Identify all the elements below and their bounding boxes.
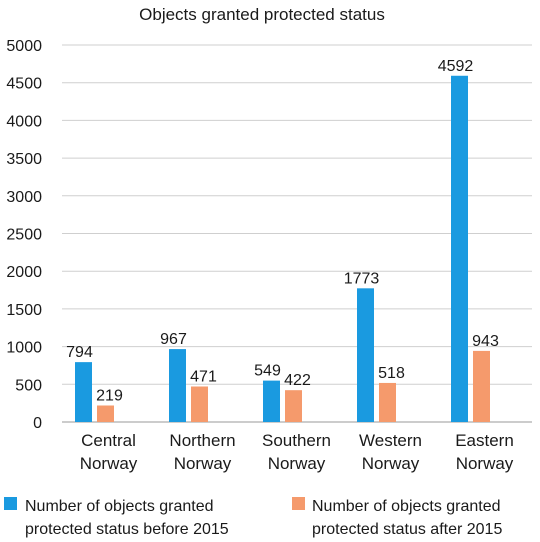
y-tick-label: 2500	[6, 227, 42, 244]
x-category-label: Central	[81, 431, 136, 450]
y-tick-label: 5000	[6, 38, 42, 55]
legend-swatch	[4, 497, 17, 510]
bar	[285, 390, 302, 422]
y-tick-label: 500	[15, 377, 42, 394]
x-category-label: Norway	[174, 454, 232, 473]
legend-label: Number of objects granted	[25, 498, 214, 515]
bar	[263, 380, 280, 422]
bar	[75, 362, 92, 422]
legend-swatch	[292, 497, 305, 510]
chart-title: Objects granted protected status	[139, 5, 385, 24]
x-category-label: Eastern	[455, 431, 514, 450]
legend-label: Number of objects granted	[312, 498, 501, 515]
data-label: 549	[254, 363, 281, 380]
x-category-label: Northern	[169, 431, 235, 450]
bar	[451, 75, 468, 423]
y-tick-label: 3500	[6, 151, 42, 168]
x-category-label: Norway	[268, 454, 326, 473]
x-axis-categories: Central Norway Northern Norway Southern Norwa…	[80, 431, 514, 473]
x-category-label: Norway	[80, 454, 138, 473]
data-label: 943	[472, 333, 499, 350]
y-axis-ticks: 0 500 1000 1500 2000 2500 3000 3500 4000 4500 5000	[6, 38, 42, 432]
y-tick-label: 4000	[6, 113, 42, 130]
legend: Number of objects granted protected statu…	[4, 497, 502, 538]
y-tick-label: 3000	[6, 189, 42, 206]
y-tick-label: 1500	[6, 302, 42, 319]
legend-label: protected status after 2015	[312, 521, 502, 538]
data-label: 967	[160, 331, 187, 348]
data-label: 1773	[344, 270, 380, 287]
y-tick-label: 2000	[6, 264, 42, 281]
data-label: 219	[96, 387, 123, 404]
data-label: 518	[378, 365, 405, 382]
x-category-label: Southern	[262, 431, 331, 450]
x-category-label: Western	[359, 431, 422, 450]
data-label: 4592	[438, 58, 474, 75]
x-category-label: Norway	[362, 454, 420, 473]
data-label: 422	[284, 372, 311, 389]
y-tick-label: 4500	[6, 76, 42, 93]
y-tick-label: 0	[33, 415, 42, 432]
bar	[191, 386, 208, 422]
bar	[379, 382, 396, 422]
bar	[97, 405, 114, 422]
y-tick-label: 1000	[6, 340, 42, 357]
bar	[473, 350, 490, 422]
bar	[357, 288, 374, 422]
data-label: 794	[66, 344, 93, 361]
bar-series	[75, 75, 490, 423]
data-label: 471	[190, 368, 217, 385]
bar	[169, 349, 186, 422]
x-category-label: Norway	[456, 454, 514, 473]
legend-label: protected status before 2015	[25, 521, 229, 538]
